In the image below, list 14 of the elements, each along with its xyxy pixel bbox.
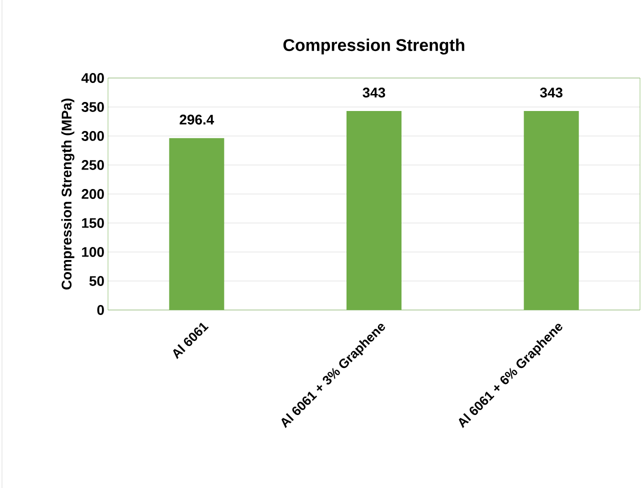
data-label: 343 — [540, 88, 562, 98]
y-tick-label: 100 — [82, 247, 104, 257]
data-label: 343 — [362, 88, 386, 98]
y-tick-label: 300 — [82, 131, 104, 141]
y-tick-label: 200 — [82, 189, 104, 199]
y-axis-title: Compression Strength (MPa) — [61, 98, 74, 290]
y-tick-label: 50 — [89, 276, 104, 286]
chart-title: Compression Strength — [283, 38, 464, 55]
data-label: 296.4 — [180, 114, 214, 125]
y-tick-label: 0 — [97, 305, 104, 315]
y-tick-label: 400 — [81, 73, 104, 83]
y-tick-label: 150 — [82, 218, 104, 228]
y-tick-label: 250 — [82, 160, 104, 170]
y-tick-label: 350 — [82, 102, 104, 112]
